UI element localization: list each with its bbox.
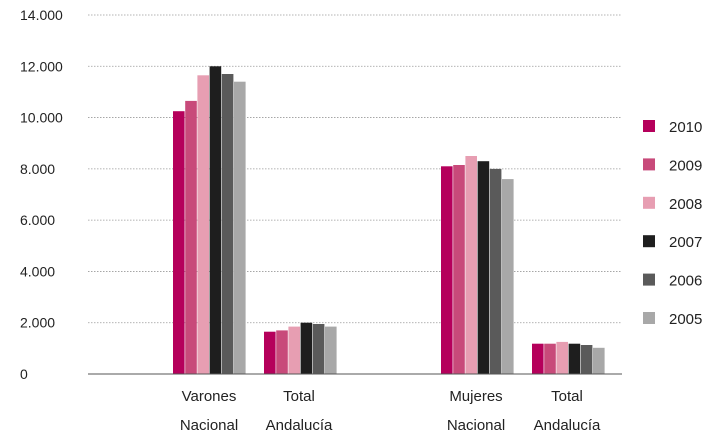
y-axis-ticks: 0 2.000 4.000 6.000 8.000 10.000 12.000 14.000 [20, 7, 63, 382]
legend-label-2005: 2005 [669, 311, 702, 328]
bar-2010-2 [264, 331, 276, 374]
legend-label-2007: 2007 [669, 234, 702, 251]
y-tick-label: 14.000 [20, 7, 63, 23]
category-label-line1: Varones [182, 388, 237, 405]
category-label-line2: Nacional [447, 417, 505, 434]
bar-2007-3 [477, 161, 490, 374]
bar-2007-4 [568, 343, 581, 374]
bars [173, 66, 605, 375]
legend-swatch-2009 [643, 158, 655, 171]
bar-2005-2 [325, 326, 337, 374]
gridlines [88, 14, 622, 324]
bar-2005-4 [593, 347, 605, 374]
bar-2010-4 [532, 343, 544, 374]
y-tick-label: 8.000 [20, 161, 55, 177]
bar-2006-1 [221, 74, 234, 374]
bar-2009-3 [453, 165, 465, 374]
bar-2010-3 [441, 166, 453, 374]
y-tick-label: 0 [20, 366, 28, 382]
category-label-line2: Nacional [180, 417, 238, 434]
y-tick-label: 4.000 [20, 263, 55, 279]
category-label-line2: Andalucía [266, 417, 333, 434]
legend-swatch-2007 [643, 235, 655, 248]
category-label-line1: Mujeres [449, 388, 502, 405]
legend-label-2008: 2008 [669, 196, 702, 213]
legend-swatch-2008 [643, 196, 655, 209]
legend-label-2010: 2010 [669, 119, 702, 136]
bar-2006-2 [312, 324, 325, 374]
bar-2005-1 [234, 81, 246, 374]
y-tick-label: 10.000 [20, 110, 63, 126]
legend-swatch-2010 [643, 120, 655, 132]
bar-2008-2 [288, 326, 300, 374]
y-tick-label: 12.000 [20, 58, 63, 74]
y-tick-label: 6.000 [20, 212, 55, 228]
category-label-line1: Total [283, 388, 315, 405]
bar-2009-1 [185, 100, 197, 375]
legend-swatch-2005 [643, 312, 655, 324]
bar-2006-3 [489, 168, 502, 374]
bar-2009-4 [544, 343, 556, 374]
y-tick-label: 2.000 [20, 315, 55, 331]
legend-label-2009: 2009 [669, 157, 702, 174]
bar-2007-1 [209, 66, 222, 375]
category-label-line2: Andalucía [534, 417, 601, 434]
bar-2009-2 [276, 330, 288, 374]
bar-2005-3 [502, 179, 514, 374]
bar-2008-4 [556, 341, 568, 374]
legend: 2010 2009 2008 2007 2006 2005 [643, 119, 702, 328]
category-label-line1: Total [551, 388, 583, 405]
bar-2008-3 [465, 156, 477, 374]
bar-2010-1 [173, 111, 185, 374]
category-labels: Varones Nacional Total Andalucía Mujeres Naci… [180, 388, 601, 434]
legend-swatch-2006 [643, 273, 655, 286]
bar-2006-4 [580, 345, 593, 374]
bar-2008-1 [197, 75, 209, 375]
legend-label-2006: 2006 [669, 273, 702, 290]
bar-2007-2 [300, 322, 313, 374]
